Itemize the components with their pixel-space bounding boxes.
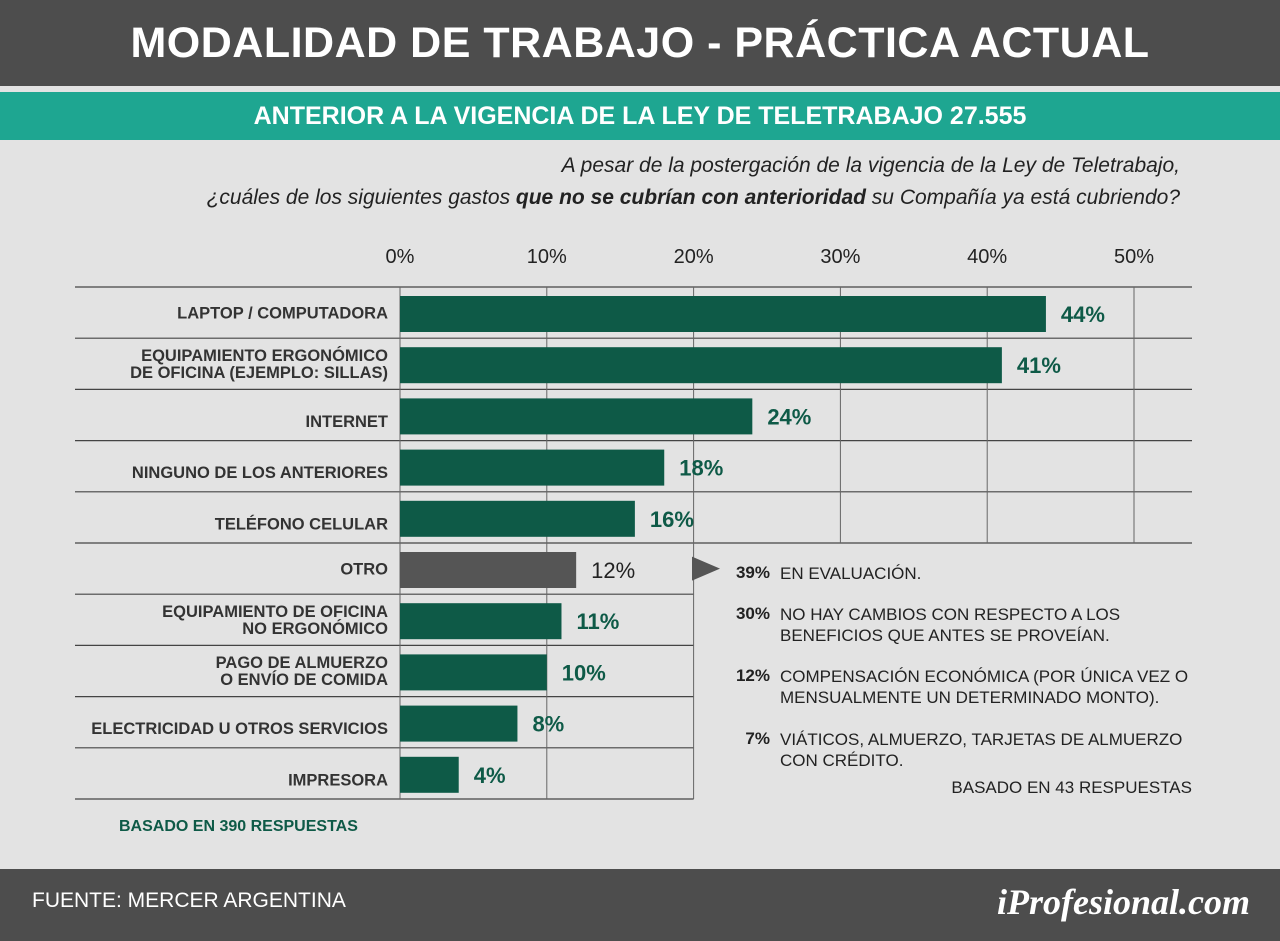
bar-value-label: 4% bbox=[474, 763, 506, 788]
bar bbox=[400, 654, 547, 691]
bar bbox=[400, 296, 1046, 332]
category-label: EQUIPAMIENTO DE OFICINA bbox=[162, 603, 388, 621]
brand-logo: iProfesional.com bbox=[997, 882, 1250, 922]
otro-breakdown-item: 12% COMPENSACIÓN ECONÓMICA (POR ÚNICA VEZ… bbox=[730, 666, 1210, 716]
survey-question: A pesar de la postergación de la vigenci… bbox=[0, 150, 1180, 214]
bar-value-label: 18% bbox=[679, 456, 723, 481]
otro-breakdown-item: 39% EN EVALUACIÓN. bbox=[730, 563, 1210, 613]
otro-breakdown-pct: 7% bbox=[745, 729, 770, 748]
category-label: TELÉFONO CELULAR bbox=[215, 514, 388, 533]
x-tick-label: 50% bbox=[1114, 246, 1154, 268]
page-title: MODALIDAD DE TRABAJO - PRÁCTICA ACTUAL bbox=[130, 19, 1150, 67]
otro-breakdown-text: NO HAY CAMBIOS CON RESPECTO A LOS BENEFI… bbox=[780, 605, 1121, 645]
bar-value-label: 16% bbox=[650, 507, 694, 532]
question-line-2-pre: ¿cuáles de los siguientes gastos bbox=[206, 186, 516, 209]
bar-value-label: 24% bbox=[767, 404, 811, 429]
footer-bar: FUENTE: MERCER ARGENTINA iProfesional.co… bbox=[0, 869, 1280, 941]
subheader-bar: ANTERIOR A LA VIGENCIA DE LA LEY DE TELE… bbox=[0, 92, 1280, 140]
category-label: ELECTRICIDAD U OTROS SERVICIOS bbox=[91, 720, 388, 738]
category-label: PAGO DE ALMUERZO bbox=[216, 654, 388, 672]
category-label: DE OFICINA (EJEMPLO: SILLAS) bbox=[130, 364, 388, 382]
otro-breakdown-text: COMPENSACIÓN ECONÓMICA (POR ÚNICA VEZ O … bbox=[780, 667, 1189, 707]
otro-breakdown-text: EN EVALUACIÓN. bbox=[780, 564, 922, 583]
bar bbox=[400, 449, 665, 486]
otro-breakdown-pct: 30% bbox=[735, 604, 770, 623]
bar-value-label: 41% bbox=[1017, 353, 1061, 378]
category-label: OTRO bbox=[340, 561, 388, 579]
question-line-2-bold: que no se cubrían con anterioridad bbox=[515, 186, 866, 209]
bar bbox=[400, 756, 459, 793]
bar bbox=[400, 552, 577, 588]
otro-breakdown-note: BASADO EN 43 RESPUESTAS bbox=[951, 778, 1192, 797]
bar bbox=[400, 705, 518, 742]
x-tick-label: 10% bbox=[527, 246, 567, 268]
otro-breakdown-text: VIÁTICOS, ALMUERZO, TARJETAS DE ALMUERZO… bbox=[780, 730, 1183, 770]
x-tick-label: 30% bbox=[820, 246, 860, 268]
category-label: INTERNET bbox=[306, 413, 389, 431]
bar-chart: 0% 10% 20% 30% 40% 50% 44% LAPTOP / COMPUTADORA… bbox=[75, 246, 1192, 800]
source-text: FUENTE: MERCER ARGENTINA bbox=[32, 889, 346, 912]
x-tick-label: 20% bbox=[674, 246, 714, 268]
question-line-2: ¿cuáles de los siguientes gastos que no … bbox=[0, 182, 1180, 214]
otro-breakdown-item: 7% VIÁTICOS, ALMUERZO, TARJETAS DE ALMUER… bbox=[730, 729, 1210, 779]
category-label: NO ERGONÓMICO bbox=[242, 619, 388, 638]
bar-value-label: 44% bbox=[1061, 302, 1105, 327]
category-label: EQUIPAMIENTO ERGONÓMICO bbox=[141, 346, 388, 365]
category-label: LAPTOP / COMPUTADORA bbox=[177, 305, 388, 323]
header-bar: MODALIDAD DE TRABAJO - PRÁCTICA ACTUAL bbox=[0, 0, 1280, 86]
bar-value-label: 8% bbox=[532, 712, 564, 737]
pointer-arrow-icon bbox=[692, 556, 720, 581]
question-line-1: A pesar de la postergación de la vigenci… bbox=[561, 154, 1180, 177]
bar-value-label: 12% bbox=[591, 558, 635, 583]
bar bbox=[400, 347, 1002, 384]
category-label: IMPRESORA bbox=[288, 771, 388, 789]
category-label: O ENVÍO DE COMIDA bbox=[220, 670, 388, 689]
question-line-2-post: su Compañía ya está cubriendo? bbox=[865, 186, 1180, 209]
category-label: NINGUNO DE LOS ANTERIORES bbox=[132, 464, 388, 482]
bar-value-label: 10% bbox=[562, 660, 606, 685]
otro-breakdown-pct: 39% bbox=[735, 563, 770, 582]
bar bbox=[400, 398, 753, 435]
x-tick-label: 0% bbox=[386, 246, 415, 268]
bar bbox=[400, 603, 562, 640]
otro-breakdown-pct: 12% bbox=[735, 666, 770, 685]
chart-basis-note: BASADO EN 390 RESPUESTAS bbox=[119, 818, 358, 835]
bar-value-label: 11% bbox=[576, 609, 619, 634]
bar bbox=[400, 500, 635, 537]
x-tick-label: 40% bbox=[967, 246, 1007, 268]
otro-breakdown-item: 30% NO HAY CAMBIOS CON RESPECTO A LOS BEN… bbox=[730, 604, 1210, 654]
